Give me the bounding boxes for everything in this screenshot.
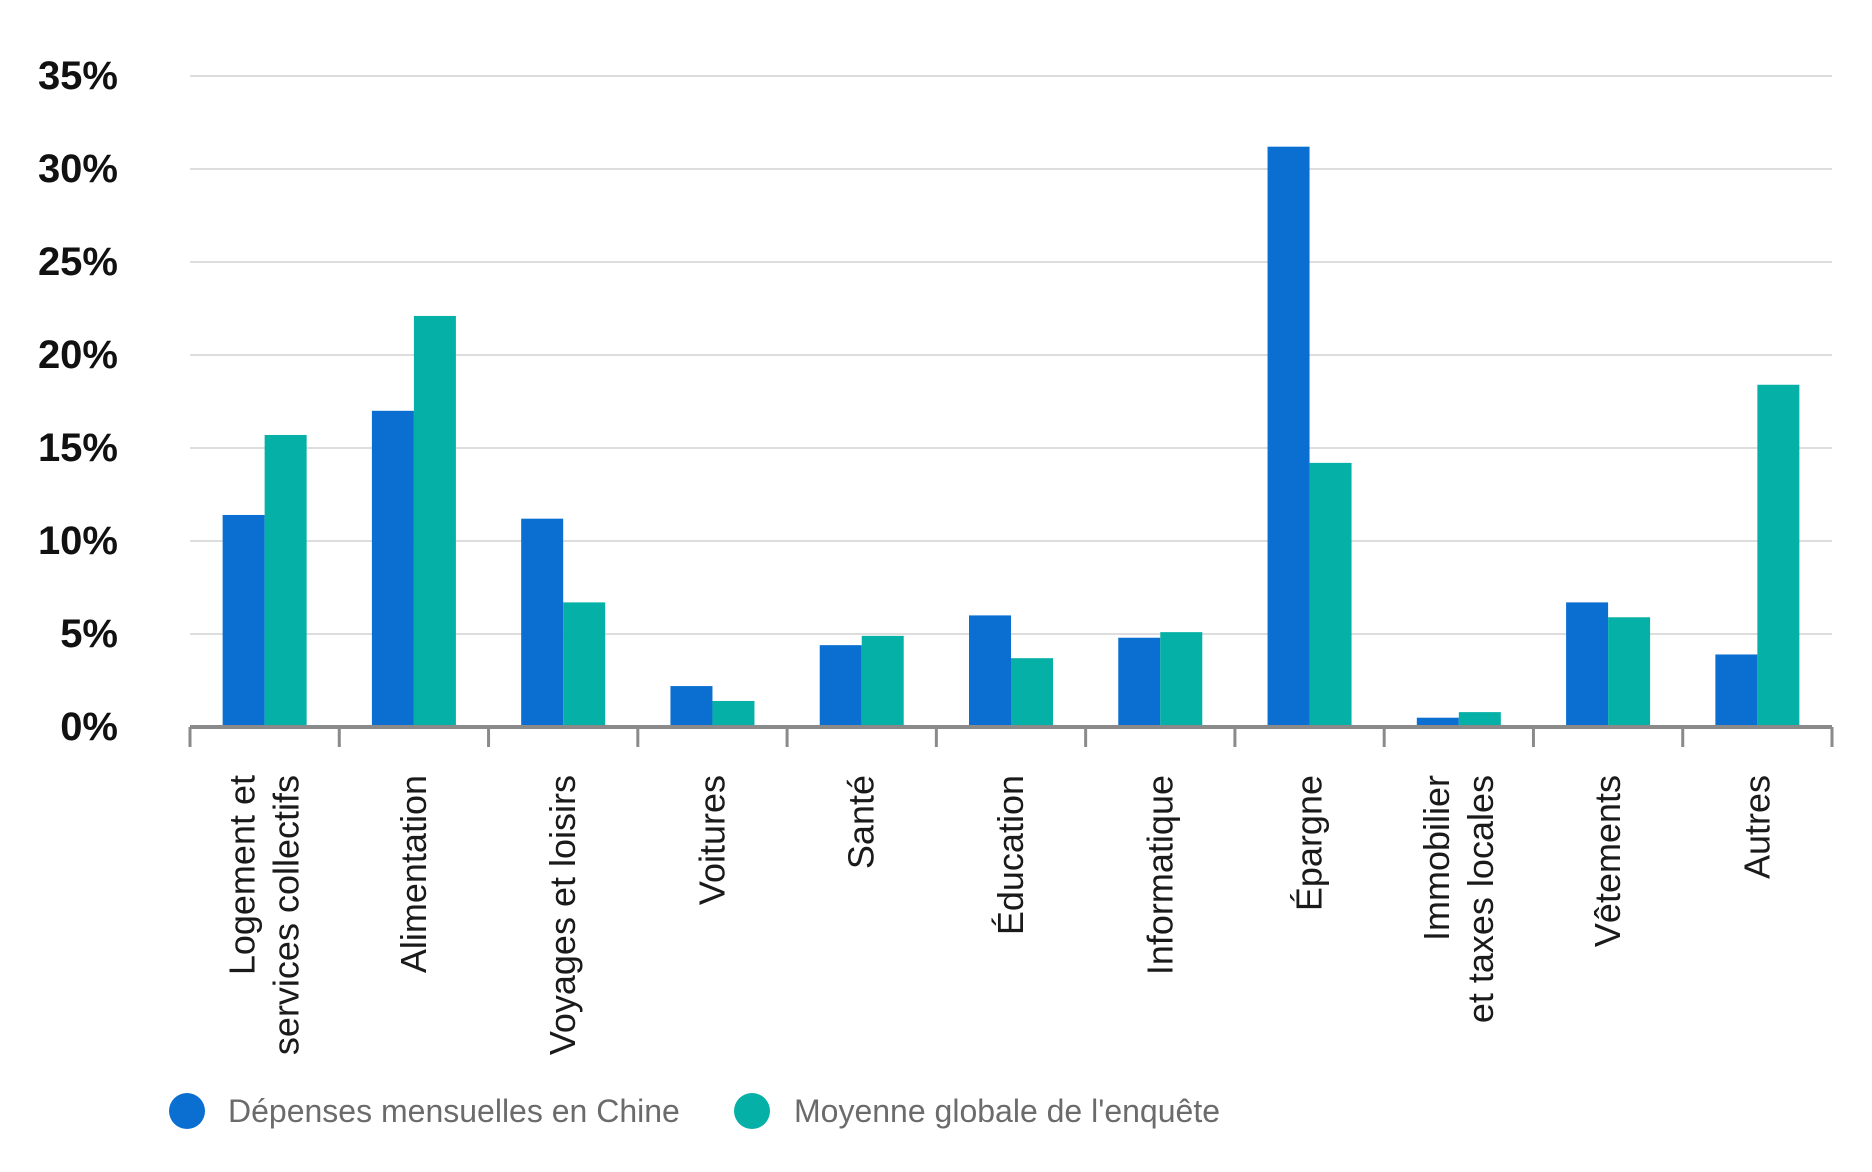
bar-china [1566,602,1609,727]
bar-china [969,615,1011,727]
x-axis [188,725,1834,747]
y-axis-tick-labels: 0% 5% 10% 15% 20% 25% 30% 35% [38,54,118,749]
bar-china [1715,654,1758,727]
x-tick-label: Santé [841,775,882,869]
legend: Dépenses mensuelles en Chine Moyenne glob… [169,1093,1220,1129]
bar-china [670,686,713,727]
x-tick-label: Immobilieret taxes locales [1416,775,1501,1023]
bar-china [371,410,414,727]
y-tick-label: 25% [38,240,118,284]
y-tick-label: 0% [60,705,118,749]
bar-global-average [1757,384,1800,727]
bar-global-average [861,635,904,727]
x-tick-label: Épargne [1289,775,1330,911]
bar-global-average [1309,462,1352,727]
bar-global-average [1011,658,1053,727]
bar-china [1267,146,1310,727]
bar-china [1118,637,1161,727]
x-tick-label: Voitures [691,775,732,905]
x-tick-label: Autres [1736,775,1777,879]
x-tick-label: Vêtements [1587,775,1628,947]
bar-china [521,518,564,727]
y-tick-label: 20% [38,333,118,377]
y-tick-label: 15% [38,426,118,470]
y-tick-label: 35% [38,54,118,98]
legend-label-china: Dépenses mensuelles en Chine [228,1093,680,1129]
gridlines [190,75,1832,635]
bar-china [819,645,862,727]
x-tick-label: Logement etservices collectifs [222,775,307,1055]
bar-global-average [1608,617,1651,727]
y-tick-label: 30% [38,147,118,191]
bar-global-average [712,700,755,727]
x-axis-tick-labels: Logement etservices collectifs Alimentati… [222,775,1778,1055]
bar-china [222,514,265,727]
legend-swatch-china [169,1093,205,1129]
bar-china [1416,717,1459,727]
bar-global-average [1458,712,1501,727]
bar-global-average [563,602,606,727]
x-tick-label: Informatique [1139,775,1180,975]
legend-swatch-global-average [734,1093,770,1129]
x-tick-label: Alimentation [393,775,434,973]
bar-global-average [264,434,307,727]
y-tick-label: 5% [60,612,118,656]
x-tick-label: Éducation [990,775,1031,935]
bar-global-average [1160,632,1203,727]
legend-label-global-average: Moyenne globale de l'enquête [794,1093,1220,1129]
y-tick-label: 10% [38,519,118,563]
x-tick-label: Voyages et loisirs [542,775,583,1055]
bar-global-average [413,315,456,727]
bars [222,146,1800,727]
